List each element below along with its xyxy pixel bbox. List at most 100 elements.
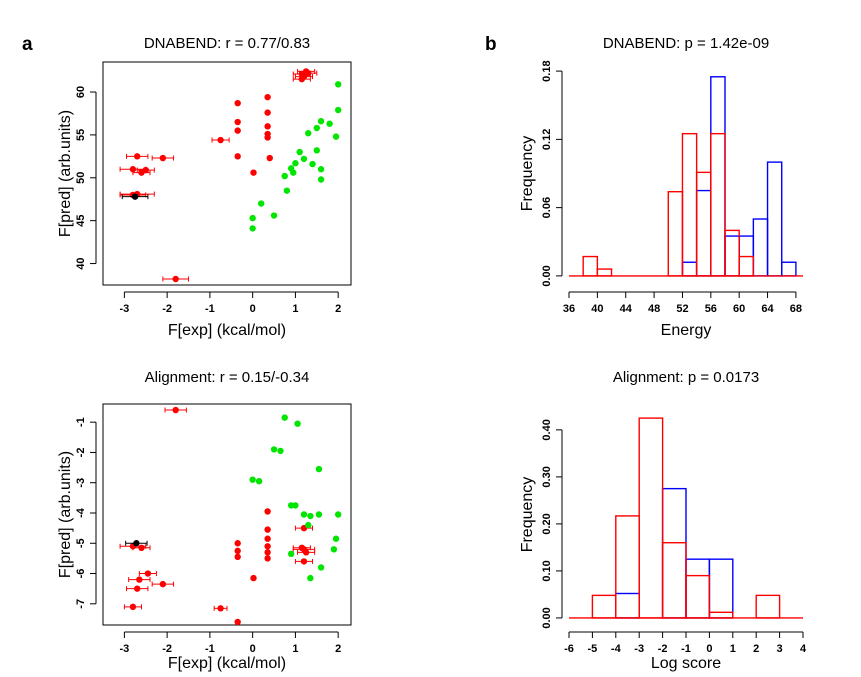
panel-label-a: a [22, 34, 33, 55]
alignment-hist-ytick-label: 0.00 [541, 607, 553, 628]
dnabend-scatter-ytick-label: 60 [75, 86, 87, 98]
alignment-scatter-point-green [315, 465, 323, 473]
alignment-scatter-point-red [250, 574, 257, 582]
dnabend-scatter-xtick-label: 0 [250, 303, 256, 315]
dnabend-scatter-point-red [264, 93, 271, 101]
alignment-scatter-point-red [264, 508, 271, 515]
dnabend-scatter-point-red [172, 275, 179, 283]
alignment-hist-xtick-label: -6 [564, 643, 574, 655]
alignment-scatter-point-green [287, 550, 295, 558]
dnabend-scatter [90, 61, 352, 298]
dnabend-hist-bar-red [695, 171, 712, 277]
alignment-hist-ytick-label: 0.30 [541, 466, 553, 487]
alignment-scatter-point-green [330, 546, 338, 553]
alignment-scatter-point-red [172, 406, 179, 414]
alignment-scatter-ytick-label: -5 [75, 538, 87, 548]
dnabend-hist-xtick-label: 56 [705, 303, 717, 315]
alignment-hist-bar-blue [615, 592, 640, 619]
alignment-hist-bar-red [708, 611, 734, 619]
dnabend-hist-xlabel: Energy [661, 322, 712, 339]
dnabend-scatter-point-red [305, 69, 312, 77]
alignment-scatter-point-red [300, 558, 308, 565]
alignment-scatter-point-red [136, 576, 143, 583]
dnabend-scatter-point-green [270, 212, 278, 219]
alignment-scatter-point-red [159, 580, 167, 588]
alignment-scatter-point-green [334, 511, 342, 518]
alignment-scatter-point-green [281, 414, 288, 421]
alignment-scatter-point-red [264, 526, 271, 533]
dnabend-scatter-point-green [309, 160, 316, 168]
dnabend-hist-ytick-label: 0.12 [541, 129, 553, 150]
alignment-scatter-xtick-label: -1 [205, 643, 215, 655]
alignment-scatter [90, 403, 352, 638]
dnabend-scatter-xtick-label: 2 [335, 303, 341, 315]
dnabend-scatter-point-green [317, 117, 325, 125]
alignment-scatter-point-red [234, 540, 241, 547]
alignment-hist-bar-blue [708, 558, 734, 619]
alignment-scatter-point-red [129, 603, 137, 611]
alignment-scatter-point-green [249, 476, 256, 483]
alignment-scatter-xtick-label: 2 [335, 643, 341, 655]
alignment-scatter-point-green [294, 420, 301, 427]
dnabend-hist-ytick-label: 0.00 [541, 265, 553, 286]
dnabend-scatter-xlabel: F[exp] (kcal/mol) [168, 322, 286, 339]
dnabend-scatter-point-green [313, 147, 320, 154]
dnabend-scatter-point-red [234, 118, 241, 126]
dnabend-scatter-point-red [234, 99, 241, 107]
dnabend-scatter-xtick-label: -1 [205, 303, 215, 315]
dnabend-hist-bar-blue [695, 189, 712, 277]
dnabend-hist-bar-red [582, 255, 599, 277]
dnabend-scatter-point-green [292, 160, 299, 167]
dnabend-scatter-point-red [129, 166, 137, 173]
dnabend-scatter-point-green [290, 169, 297, 176]
alignment-scatter-point-green [300, 511, 308, 518]
dnabend-scatter-point-green [317, 176, 325, 183]
dnabend-scatter-point-green [334, 81, 342, 88]
dnabend-scatter-point-red [266, 154, 273, 162]
alignment-scatter-xtick-label: 1 [292, 643, 298, 655]
alignment-hist-bar-blue [685, 558, 711, 619]
alignment-scatter-ytick-label: -1 [75, 417, 87, 427]
dnabend-hist-xtick-label: 44 [620, 303, 633, 315]
dnabend-scatter-point-red [134, 153, 141, 160]
dnabend-scatter-point-green [296, 148, 303, 156]
dnabend-scatter-point-red [217, 136, 224, 144]
dnabend-scatter-point-green [281, 172, 288, 180]
alignment-hist [556, 417, 804, 638]
dnabend-hist-ytick-label: 0.06 [541, 197, 553, 218]
dnabend-hist-xtick-label: 60 [733, 303, 745, 315]
dnabend-hist [556, 70, 803, 298]
alignment-hist-bar-red [685, 574, 711, 619]
dnabend-hist-xtick-label: 64 [761, 303, 774, 315]
alignment-scatter-point-red [217, 605, 224, 612]
dnabend-hist-title: DNABEND: p = 1.42e-09 [603, 35, 769, 52]
alignment-hist-ylabel: Frequency [519, 477, 536, 553]
alignment-scatter-ytick-label: -4 [75, 507, 87, 518]
alignment-scatter-point-green [305, 521, 312, 529]
alignment-scatter-ytick-label: -7 [75, 599, 87, 609]
dnabend-scatter-point-green [249, 214, 256, 222]
alignment-hist-bar-red [615, 515, 640, 619]
alignment-hist-bar-red [638, 417, 664, 619]
alignment-hist-xtick-label: 3 [777, 643, 783, 655]
alignment-hist-xtick-label: -3 [634, 643, 644, 655]
alignment-hist-ytick-label: 0.20 [541, 513, 553, 534]
dnabend-hist-bar-red [710, 132, 726, 277]
dnabend-hist-ylabel: Frequency [519, 136, 536, 212]
alignment-scatter-point-green [277, 447, 284, 455]
dnabend-hist-bar-red [667, 191, 684, 277]
alignment-scatter-frame [102, 403, 352, 626]
dnabend-scatter-frame [102, 61, 352, 286]
dnabend-scatter-point-green [305, 129, 312, 137]
dnabend-scatter-ytick-label: 40 [75, 257, 87, 269]
dnabend-scatter-point-black [131, 193, 139, 200]
alignment-scatter-title: Alignment: r = 0.15/-0.34 [145, 369, 310, 386]
alignment-hist-xtick-label: 2 [753, 643, 759, 655]
alignment-scatter-point-red [264, 549, 271, 556]
dnabend-hist-xtick-label: 40 [591, 303, 603, 315]
alignment-hist-xlabel: Log score [651, 655, 721, 672]
dnabend-scatter-point-green [317, 166, 325, 173]
alignment-scatter-point-green [307, 574, 314, 582]
alignment-scatter-ytick-label: -6 [75, 569, 87, 579]
